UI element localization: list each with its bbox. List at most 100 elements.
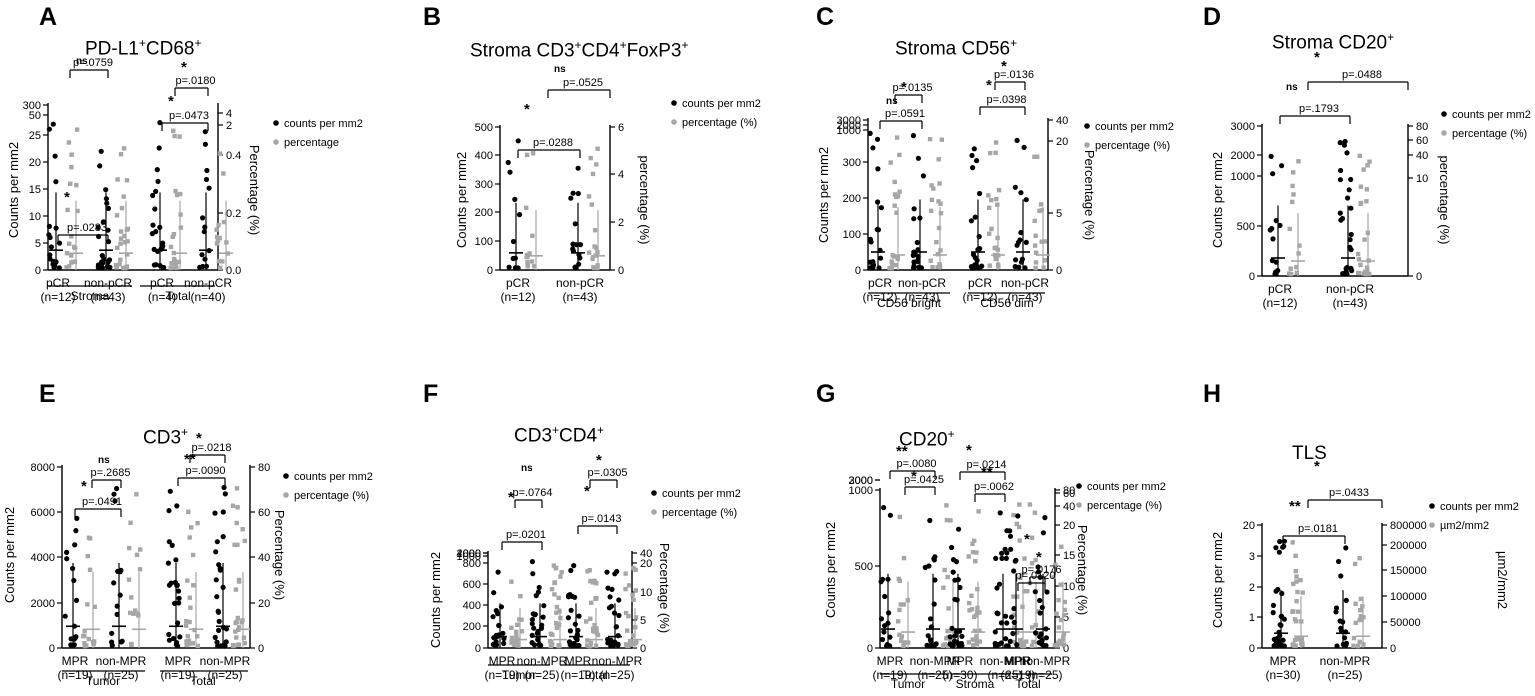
panel-G-point-pct: [1029, 561, 1035, 566]
panel-E-point-pct: [195, 643, 200, 649]
panel-G-point-pct: [1017, 524, 1022, 530]
panel-A-point-pct: [75, 208, 80, 214]
panel-G-point-pct: [946, 606, 951, 611]
panel-E-y2-axis-label: Percentage (%): [272, 510, 287, 600]
panel-B-point-pct: [594, 245, 599, 251]
panel-F-point-counts: [540, 614, 546, 620]
panel-G-point-counts: [931, 643, 937, 649]
panel-G-point-pct: [971, 643, 976, 648]
panel-A-group-label: Total: [165, 289, 190, 303]
panel-F-point-counts: [490, 614, 496, 620]
panel-E-bracket-significance: *: [196, 430, 202, 447]
panel-G-point-pct: [901, 555, 907, 561]
panel-A-point-pct: [221, 171, 226, 176]
panel-E-point-counts: [72, 542, 78, 548]
panel-A-bracket-significance: *: [181, 59, 187, 76]
panel-E-y-tick-label: 0: [49, 643, 55, 655]
panel-C-point-counts: [915, 247, 921, 253]
panel-C-point-counts: [977, 190, 983, 197]
panel-G-y2-tick-label: 80: [1063, 485, 1075, 497]
panel-G-legend-marker: [1076, 483, 1082, 489]
panel-E-point-counts: [166, 637, 172, 643]
panel-G-point-pct: [944, 503, 949, 508]
panel-H-category-label: non-MPR: [1320, 654, 1371, 668]
panel-G-bracket-significance: *: [1036, 549, 1042, 566]
panel-F-point-counts: [495, 569, 501, 575]
panel-B-point-pct: [532, 264, 537, 269]
panel-H-y2-axis-label: µm2/mm2: [1495, 551, 1510, 609]
panel-C-point-counts: [915, 259, 921, 265]
panel-F-point-pct: [518, 594, 523, 599]
panel-A-point-counts: [48, 244, 55, 250]
panel-D-point-counts: [1348, 247, 1354, 253]
panel-G-point-pct: [896, 576, 901, 582]
panel-G-point-counts: [1003, 613, 1009, 619]
panel-F-point-pct: [509, 625, 514, 630]
panel-D-point-pct: [1355, 251, 1361, 257]
panel-G-point-pct: [1053, 562, 1058, 567]
panel-letter-E: E: [39, 380, 56, 408]
panel-F-y2-tick-label: 40: [640, 548, 652, 560]
panel-C-y-tick-label: 200: [843, 193, 861, 205]
panel-B-point-pct: [589, 202, 594, 207]
panel-C-point-counts: [910, 133, 917, 139]
panel-C-y-tick-label: 300: [843, 157, 861, 169]
panel-G-bracket-pvalue: p=.0425: [904, 474, 944, 486]
panel-C-y-tick-label: 1000: [837, 125, 861, 137]
panel-F-point-counts: [571, 563, 577, 569]
panel-H-y2-tick-label: 50000: [1390, 617, 1421, 629]
panel-B-point-pct: [586, 194, 592, 199]
panel-H-point-counts: [1270, 602, 1276, 609]
panel-A-point-counts: [160, 265, 167, 271]
panel-E-point-pct: [131, 611, 136, 616]
panel-G-point-pct: [901, 642, 907, 647]
panel-H-point-pct: [1358, 608, 1363, 613]
panel-F-group-label: Tumor: [502, 668, 536, 682]
panel-F-point-pct: [554, 625, 560, 630]
panel-A-point-counts: [99, 259, 105, 265]
panel-C-point-counts: [968, 218, 975, 224]
panel-D-y-tick-label: 1000: [1231, 171, 1255, 183]
panel-D-point-pct: [1358, 262, 1363, 267]
panel-F-point-counts: [608, 603, 615, 609]
panel-F-point-counts: [615, 642, 621, 648]
panel-E-point-counts: [109, 639, 115, 645]
panel-C-point-pct: [888, 160, 893, 165]
panel-C-legend-label: percentage (%): [1095, 140, 1170, 152]
panel-G-point-pct: [901, 640, 907, 645]
panel-C-point-counts: [915, 155, 922, 161]
panel-H-point-pct: [1356, 643, 1361, 649]
panel-G-point-counts: [957, 584, 963, 591]
panel-F-point-counts: [616, 597, 622, 603]
panel-A-point-counts: [47, 234, 53, 241]
panel-G-y-tick-label: 3000: [849, 475, 873, 487]
panel-C-point-pct: [897, 152, 902, 158]
panel-G-point-counts: [1005, 643, 1011, 649]
panel-E-point-pct: [133, 608, 138, 613]
panel-E-point-pct: [242, 538, 247, 544]
panel-C-y2-axis-label: Percentage (%): [1082, 150, 1097, 240]
panel-G-point-counts: [950, 569, 956, 575]
panel-D-point-pct: [1294, 264, 1299, 270]
panel-G-point-pct: [898, 602, 903, 607]
panel-H-point-counts: [1280, 637, 1286, 643]
panel-F-point-pct: [515, 643, 520, 648]
panel-A-point-pct: [114, 213, 120, 218]
panel-G-point-counts: [992, 640, 998, 647]
panel-C-point-counts: [910, 265, 917, 271]
panel-F-y-tick-label: 400: [463, 600, 481, 612]
panel-E-point-counts: [112, 498, 118, 504]
panel-G-point-counts: [931, 601, 937, 607]
panel-A-point-pct: [171, 256, 177, 262]
panel-H-point-counts: [1281, 543, 1287, 549]
panel-D-y-tick-label: 500: [1237, 221, 1255, 233]
panel-F-y2-axis-label: Percentage (%): [657, 543, 672, 633]
panel-G-point-counts: [879, 636, 886, 643]
panel-A-point-pct: [173, 188, 178, 194]
panel-title-C: Stroma CD56+: [895, 36, 1018, 60]
panel-H-y2-tick-label: 0: [1390, 643, 1396, 655]
panel-A-point-counts: [50, 121, 56, 127]
panel-D-y2-tick-label: 60: [1416, 135, 1428, 147]
panel-C-point-counts: [911, 216, 917, 222]
panel-F-point-pct: [589, 600, 594, 605]
